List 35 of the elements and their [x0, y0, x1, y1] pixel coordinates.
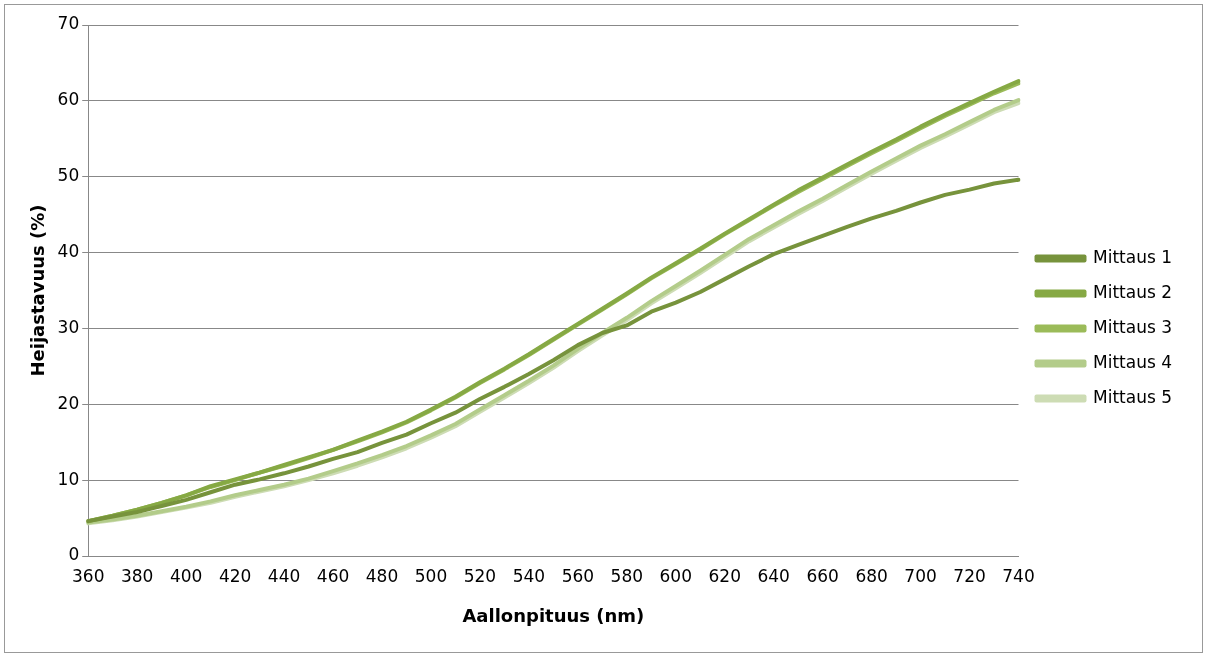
y-tick-label: 60: [57, 89, 80, 110]
y-tick-label: 30: [57, 316, 80, 337]
x-tick-label: 720: [953, 565, 986, 586]
y-tick-label: 0: [68, 544, 80, 565]
x-tick-label: 420: [218, 565, 252, 586]
x-tick-label: 580: [610, 565, 644, 586]
legend-label: Mittaus 2: [1093, 281, 1173, 302]
y-tick-label: 50: [57, 165, 80, 186]
x-tick-label: 400: [169, 565, 203, 586]
legend-label: Mittaus 4: [1093, 351, 1173, 372]
x-axis-title: Aallonpituus (nm): [462, 604, 645, 626]
y-tick-label: 20: [57, 392, 80, 413]
x-tick-label: 640: [757, 565, 790, 586]
y-axis-title: Heijastavuus (%): [27, 204, 49, 377]
y-tick-label: 10: [57, 468, 80, 489]
x-tick-label: 440: [267, 565, 301, 586]
y-tick-label: 70: [57, 13, 80, 34]
legend-label: Mittaus 1: [1093, 246, 1173, 267]
x-tick-label: 360: [72, 565, 105, 586]
x-tick-label: 700: [904, 565, 937, 586]
x-tick-label: 520: [463, 565, 497, 586]
x-tick-label: 380: [120, 565, 154, 586]
x-tick-label: 620: [708, 565, 741, 586]
x-tick-label: 600: [659, 565, 692, 586]
x-tick-label: 560: [561, 565, 595, 586]
x-tick-label: 660: [806, 565, 839, 586]
x-tick-label: 480: [365, 565, 399, 586]
legend-label: Mittaus 3: [1093, 316, 1173, 337]
x-tick-label: 460: [316, 565, 350, 586]
x-tick-label: 540: [512, 565, 546, 586]
legend-label: Mittaus 5: [1093, 386, 1173, 407]
x-tick-label: 680: [855, 565, 888, 586]
x-tick-label: 500: [414, 565, 448, 586]
x-tick-label: 740: [1002, 565, 1035, 586]
y-tick-label: 40: [57, 240, 80, 261]
